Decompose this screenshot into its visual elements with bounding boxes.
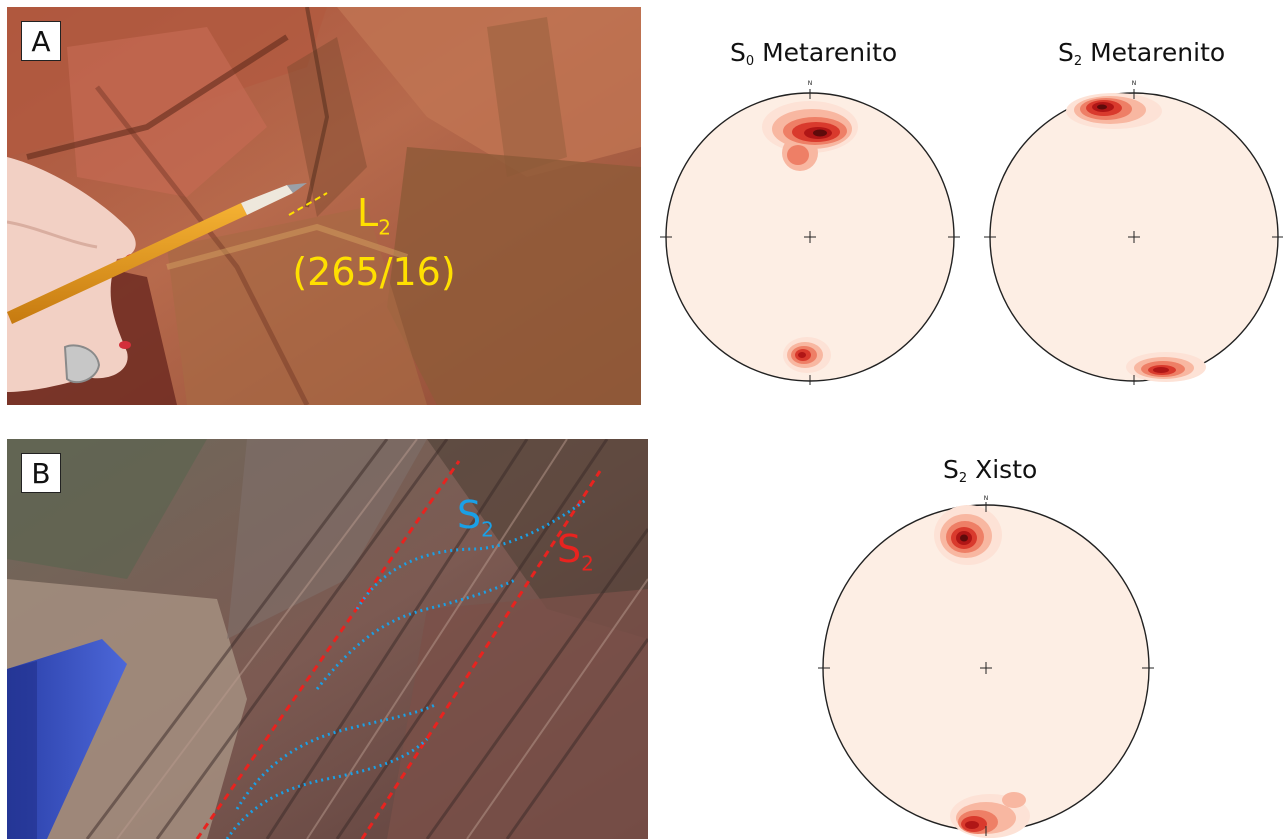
stereonet-title-s2-xisto: S2 Xisto xyxy=(943,455,1038,486)
lineation-attitude: (265/16) xyxy=(292,249,456,294)
stereonet-title-s2-metarenito: S2 Metarenito xyxy=(1058,38,1226,69)
lineation-subscript: 2 xyxy=(378,215,391,240)
foliation-red-subscript: 2 xyxy=(581,551,594,576)
stereonet-s2-metarenito: N xyxy=(984,80,1283,385)
foliation-red-symbol: S xyxy=(557,527,582,571)
density-contours xyxy=(934,505,1030,838)
north-label: N xyxy=(1132,80,1137,87)
density-contours xyxy=(1066,93,1206,382)
photo-panel-a: A L2 (265/16) xyxy=(7,7,641,405)
foliation-label-red: S2 xyxy=(557,527,594,576)
panel-label-b: B xyxy=(21,453,61,493)
stereonet-s0-metarenito: N xyxy=(660,80,960,385)
foliation-label-blue: S2 xyxy=(457,493,494,542)
north-label: N xyxy=(984,495,989,502)
foliation-blue-subscript: 2 xyxy=(481,517,494,542)
panel-label-a: A xyxy=(21,21,61,61)
lineation-symbol: L xyxy=(357,191,379,235)
stereonet-s2-xisto: N xyxy=(818,495,1154,838)
north-label: N xyxy=(808,80,813,87)
stereonet-title-s0-metarenito: S0 Metarenito xyxy=(730,38,898,69)
lineation-annotation: L2 (265/16) xyxy=(279,191,469,294)
foliation-blue-symbol: S xyxy=(457,493,482,537)
density-contours xyxy=(762,101,858,373)
photo-panel-b: B S2 S2 xyxy=(7,439,648,839)
